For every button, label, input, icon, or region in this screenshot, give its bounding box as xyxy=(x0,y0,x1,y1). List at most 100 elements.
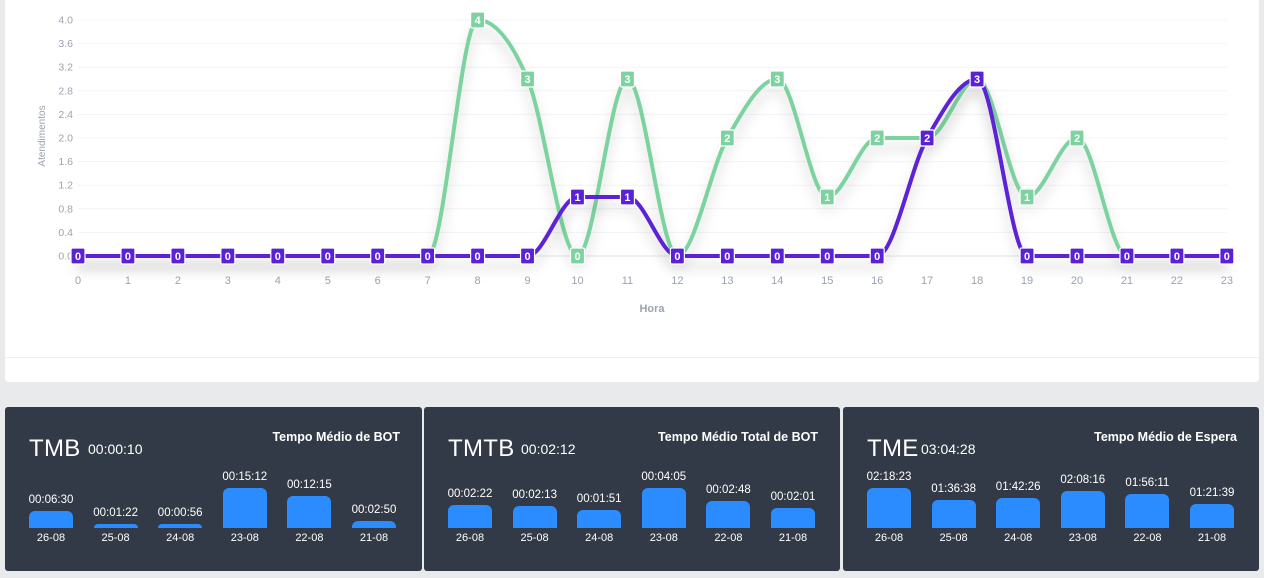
bar xyxy=(93,524,138,528)
y-tick-label: 3.6 xyxy=(58,38,73,50)
bar-value: 00:02:22 xyxy=(447,488,493,500)
bar-value: 01:36:38 xyxy=(931,483,976,495)
svg-text:2: 2 xyxy=(924,133,930,145)
bar-date-label: 22-08 xyxy=(714,532,743,544)
tmtb-card: TMTB 00:02:12 Tempo Médio Total de BOT 0… xyxy=(424,407,840,571)
y-tick-label: 4.0 xyxy=(58,15,73,27)
data-label: 2 xyxy=(869,129,885,147)
data-label: 0 xyxy=(70,247,86,265)
tme-card: TME 03:04:28 Tempo Médio de Espera 02:18… xyxy=(843,407,1259,571)
bar xyxy=(352,521,396,528)
bar-value: 00:02:50 xyxy=(351,504,397,516)
bar-date-label: 23-08 xyxy=(649,532,678,544)
data-label: 0 xyxy=(669,247,686,265)
x-tick-label: 12 xyxy=(671,275,683,287)
data-label: 1 xyxy=(1019,188,1035,206)
data-label: 3 xyxy=(619,70,636,88)
svg-text:0: 0 xyxy=(475,251,481,263)
bar xyxy=(29,511,73,528)
card-average: 00:00:10 xyxy=(88,441,143,457)
chart-card: 0.0 0.4 0.8 1.2 1.6 2.0 2.4 2.8 3.2 3.6 4.0 0 1 2 3 4 5 6… xyxy=(5,0,1259,382)
bar-value: 00:06:30 xyxy=(28,494,74,506)
x-tick-label: 5 xyxy=(325,275,331,287)
x-tick-label: 1 xyxy=(125,275,131,287)
bar-value: 01:21:39 xyxy=(1189,487,1235,499)
bar xyxy=(158,524,203,528)
y-axis-label: Atendimentos xyxy=(37,105,48,166)
data-label: 2 xyxy=(1069,129,1085,147)
data-label: 4 xyxy=(470,11,486,29)
svg-text:0: 0 xyxy=(1074,251,1080,263)
bar-date-label: 21-08 xyxy=(778,532,808,544)
x-tick-label: 3 xyxy=(225,275,231,287)
svg-text:3: 3 xyxy=(524,74,530,86)
bar xyxy=(577,510,622,528)
data-label: 0 xyxy=(270,247,286,265)
svg-text:3: 3 xyxy=(974,74,980,86)
bar-date-label: 22-08 xyxy=(1133,532,1162,544)
data-label: 0 xyxy=(769,247,785,265)
y-tick-label: 0.0 xyxy=(58,251,73,263)
bar xyxy=(867,488,911,528)
card-average: 00:02:12 xyxy=(521,441,576,457)
data-label: 0 xyxy=(1219,247,1235,265)
bar xyxy=(287,496,332,528)
data-label: 1 xyxy=(619,188,636,206)
data-label: 0 xyxy=(320,247,336,265)
card-title: Tempo Médio de Espera xyxy=(1094,430,1237,444)
y-tick-label: 0.4 xyxy=(58,227,73,239)
data-label: 2 xyxy=(919,129,935,147)
data-label: 0 xyxy=(220,247,236,265)
bar-date-label: 23-08 xyxy=(230,532,259,544)
x-tick-label: 10 xyxy=(571,275,583,287)
x-tick-label: 22 xyxy=(1171,275,1183,287)
data-label: 1 xyxy=(819,188,835,206)
bar-value: 01:42:26 xyxy=(995,481,1041,493)
bar-value: 00:01:22 xyxy=(93,507,138,519)
svg-text:0: 0 xyxy=(724,251,730,263)
bar-date-label: 22-08 xyxy=(295,532,324,544)
x-axis-label: Hora xyxy=(639,303,665,315)
data-label: 0 xyxy=(869,247,885,265)
bar xyxy=(448,505,492,528)
bar-date-label: 21-08 xyxy=(1197,532,1227,544)
bar-value: 00:02:13 xyxy=(512,489,557,501)
bar xyxy=(706,501,751,528)
x-tick-label: 17 xyxy=(921,275,933,287)
svg-text:0: 0 xyxy=(125,251,131,263)
x-tick-label: 15 xyxy=(821,275,833,287)
data-label: 0 xyxy=(370,247,386,265)
chart-footer-divider xyxy=(5,357,1259,358)
data-label: 3 xyxy=(969,70,985,88)
svg-text:0: 0 xyxy=(325,251,331,263)
y-tick-label: 1.2 xyxy=(58,180,73,192)
bar-date-label: 26-08 xyxy=(36,532,66,544)
bar-date-label: 24-08 xyxy=(585,532,614,544)
bar xyxy=(1060,491,1105,528)
bar xyxy=(1125,494,1170,528)
svg-text:1: 1 xyxy=(624,192,630,204)
y-tick-label: 2.8 xyxy=(58,85,73,97)
data-label: 0 xyxy=(1019,247,1035,265)
bar-value: 00:15:12 xyxy=(222,471,268,483)
svg-text:0: 0 xyxy=(874,251,880,263)
bar-value: 00:12:15 xyxy=(287,479,332,491)
x-tick-label: 8 xyxy=(475,275,481,287)
bar-value: 00:02:01 xyxy=(770,491,816,503)
svg-text:0: 0 xyxy=(425,251,431,263)
data-label: 0 xyxy=(1169,247,1185,265)
data-label: 0 xyxy=(120,247,136,265)
x-tick-label: 16 xyxy=(871,275,883,287)
bar-date-label: 23-08 xyxy=(1068,532,1097,544)
svg-text:0: 0 xyxy=(1124,251,1130,263)
svg-text:0: 0 xyxy=(574,251,580,263)
bar xyxy=(512,506,557,528)
data-label: 3 xyxy=(769,70,785,88)
card-abbreviation: TMTB xyxy=(448,435,515,462)
svg-text:0: 0 xyxy=(1024,251,1030,263)
y-tick-label: 2.0 xyxy=(58,133,73,145)
x-tick-label: 18 xyxy=(971,275,983,287)
data-label: 0 xyxy=(819,247,835,265)
y-tick-label: 3.2 xyxy=(58,62,73,74)
bar-value: 02:18:23 xyxy=(866,471,912,483)
